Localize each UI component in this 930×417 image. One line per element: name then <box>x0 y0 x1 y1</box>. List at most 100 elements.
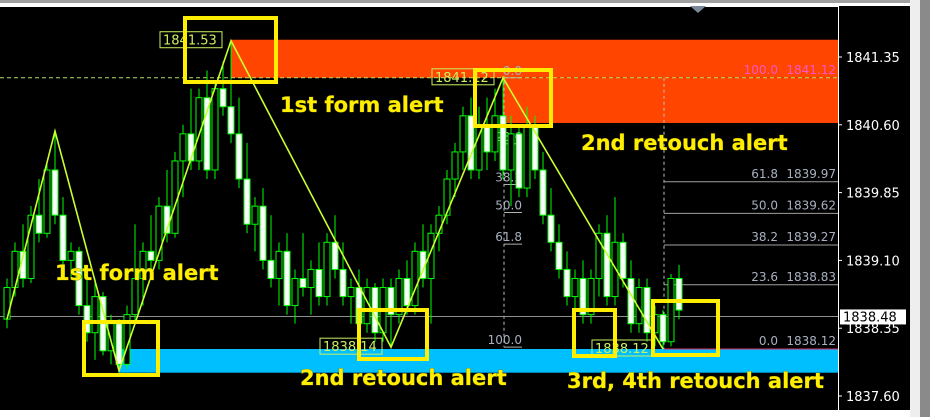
candle <box>147 215 155 279</box>
candle <box>291 269 299 324</box>
fib-right-level-price: 1839.27 <box>786 230 836 244</box>
fib-left-level-label: 50.0 <box>495 198 522 212</box>
alert-label-2nd-retouch-bottom: 2nd retouch alert <box>300 366 507 390</box>
fib-left-level-label: 100.0 <box>488 333 522 347</box>
candle-body <box>283 250 291 307</box>
candle-body <box>443 178 451 216</box>
candle <box>219 61 227 116</box>
candle <box>91 278 99 360</box>
candle <box>35 179 43 243</box>
candle-body <box>35 214 43 234</box>
candle <box>235 97 243 189</box>
axis-tick-label: 1839.85 <box>846 187 900 202</box>
candle-body <box>411 250 419 307</box>
price-axis: 1841.35 1840.60 1839.85 1839.10 1838.35 1837.… <box>838 51 900 405</box>
current-price-label: 1838.48 <box>843 310 897 325</box>
candle-body <box>547 214 555 243</box>
candle <box>499 77 507 180</box>
candle-body <box>155 205 163 261</box>
candle <box>411 242 419 315</box>
highlight-box-high-1 <box>183 16 278 84</box>
candle-body <box>83 305 91 334</box>
candle-body <box>483 124 491 153</box>
candle-body <box>67 250 75 261</box>
candle <box>51 131 59 225</box>
candle-body <box>339 268 347 298</box>
candle-body <box>19 250 27 279</box>
candle <box>155 197 163 270</box>
candle-body <box>643 287 651 334</box>
axis-tick-label: 1837.60 <box>846 390 900 405</box>
fib-right-level-price: 1839.97 <box>786 167 836 181</box>
candle-body <box>627 277 635 325</box>
candle-body <box>27 214 35 279</box>
candle <box>451 142 459 198</box>
alert-label-1st-form-bottom: 1st form alert <box>55 261 219 285</box>
candle-body <box>595 232 603 279</box>
candle <box>459 106 467 170</box>
candle-body <box>91 296 99 334</box>
current-price-box <box>840 309 906 325</box>
candle <box>587 269 595 324</box>
candle-body <box>131 277 139 316</box>
candle-body <box>227 106 235 135</box>
candle-body <box>507 133 515 171</box>
candle <box>323 233 331 306</box>
candle <box>139 242 147 306</box>
fib-right-level-percent: 61.8 <box>751 167 778 181</box>
fib-right-level-percent: 23.6 <box>751 270 778 284</box>
candle <box>43 160 51 238</box>
zigzag-price-box <box>431 68 495 86</box>
fib-right-level-price: 1841.12 <box>786 63 836 77</box>
candle-body <box>235 133 243 180</box>
candle <box>27 206 35 283</box>
fib-left-level-label: 38.2 <box>495 170 522 184</box>
candle <box>339 242 347 306</box>
candle <box>75 246 83 315</box>
zigzag-price-box <box>319 337 383 355</box>
axis-tick-label: 1840.60 <box>846 119 900 134</box>
candle-body <box>499 115 507 171</box>
candle <box>467 97 475 180</box>
candles-layer <box>3 40 683 371</box>
candle-body <box>347 287 355 298</box>
candle-body <box>563 268 571 298</box>
fib-right-level-price: 1838.12 <box>786 334 836 348</box>
alert-label-1st-form-top: 1st form alert <box>280 93 444 117</box>
candle-body <box>387 287 395 316</box>
alert-label-2nd-retouch-top: 2nd retouch alert <box>581 131 788 155</box>
candle <box>131 224 139 324</box>
candle <box>67 242 75 279</box>
zones-layer <box>119 39 838 373</box>
candle-body <box>579 277 587 316</box>
candle-body <box>491 115 499 153</box>
candle <box>243 142 251 234</box>
candle-body <box>299 277 307 289</box>
candle-body <box>203 97 211 171</box>
shift-marker-icon[interactable] <box>690 6 706 13</box>
scrollbar-track[interactable] <box>910 0 920 417</box>
candle <box>275 242 283 306</box>
candle-body <box>115 323 123 365</box>
candle-body <box>675 277 683 311</box>
candle <box>59 197 67 270</box>
candle-body <box>211 88 219 171</box>
candle <box>203 70 211 180</box>
candle-body <box>147 250 155 261</box>
fib-right-level-percent: 38.2 <box>751 230 778 244</box>
candle <box>619 233 627 288</box>
candle-body <box>451 151 459 180</box>
candle-body <box>603 232 611 298</box>
candle-body <box>331 241 339 270</box>
candle <box>563 251 571 306</box>
candle <box>171 151 179 238</box>
candle-body <box>555 241 563 270</box>
candle-body <box>291 277 299 307</box>
candle <box>347 278 355 324</box>
candle-body <box>659 314 667 343</box>
candle-body <box>427 232 435 279</box>
candle <box>611 197 619 306</box>
candle-body <box>635 287 643 325</box>
fib-right-level-percent: 0.0 <box>759 334 778 348</box>
scrollbar-thumb[interactable] <box>920 0 930 417</box>
